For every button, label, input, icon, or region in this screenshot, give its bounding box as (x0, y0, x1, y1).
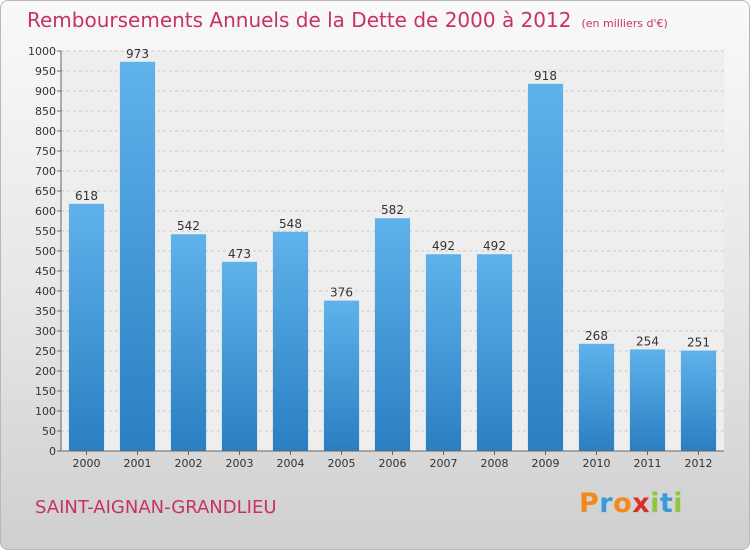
logo-letter: r (599, 488, 614, 519)
bar (272, 231, 309, 451)
y-tick-label: 750 (35, 145, 56, 158)
data-label: 618 (75, 189, 98, 203)
x-axis: 2000 2001 2002 2003 2004 2005 2006 2007 2008 2009… (61, 450, 724, 470)
logo-letter: i (650, 488, 660, 519)
proxiti-logo: Proxiti (579, 488, 683, 519)
data-label: 918 (534, 69, 557, 83)
bar (221, 261, 258, 451)
y-tick-label: 900 (35, 85, 56, 98)
x-tick-label: 2007 (430, 457, 458, 470)
y-tick-label: 300 (35, 325, 56, 338)
logo-letter: i (673, 488, 684, 519)
data-label: 492 (483, 239, 506, 253)
bar (119, 61, 156, 452)
x-tick-label: 2001 (124, 457, 152, 470)
bar (476, 254, 513, 451)
y-tick-label: 350 (35, 305, 56, 318)
y-tick-label: 850 (35, 105, 56, 118)
y-tick-label: 150 (35, 385, 56, 398)
bar (425, 254, 462, 451)
bar (527, 83, 564, 452)
data-label: 254 (636, 334, 659, 348)
y-tick-label: 400 (35, 285, 56, 298)
y-tick-label: 600 (35, 205, 56, 218)
chart-subtitle: (en milliers d'€) (581, 17, 668, 30)
bar (323, 300, 360, 451)
data-label: 548 (279, 217, 302, 231)
x-tick-label: 2000 (73, 457, 101, 470)
logo-letter: P (579, 488, 600, 519)
bars: 618 973 542 473 548 376 582 492 492 918 268 254 251 (68, 47, 717, 452)
x-tick-label: 2006 (379, 457, 407, 470)
y-tick-label: 1000 (28, 45, 56, 58)
y-tick-label: 250 (35, 345, 56, 358)
x-tick-label: 2005 (328, 457, 356, 470)
data-label: 973 (126, 47, 149, 61)
y-tick-label: 550 (35, 225, 56, 238)
data-label: 473 (228, 247, 251, 261)
y-tick-label: 0 (49, 445, 56, 458)
x-tick-label: 2010 (583, 457, 611, 470)
x-tick-label: 2008 (481, 457, 509, 470)
bar (170, 234, 207, 451)
bar (578, 343, 615, 451)
chart-title: Remboursements Annuels de la Dette de 20… (27, 8, 668, 32)
y-tick-label: 450 (35, 265, 56, 278)
commune-name: SAINT-AIGNAN-GRANDLIEU (35, 497, 277, 518)
bar (680, 350, 717, 451)
y-tick-label: 500 (35, 245, 56, 258)
data-label: 376 (330, 286, 353, 300)
x-tick-label: 2004 (277, 457, 305, 470)
x-tick-label: 2003 (226, 457, 254, 470)
logo-letter: o (613, 488, 633, 519)
bar (374, 218, 411, 451)
y-axis: 0 50 100 150 200 250 300 350 400 450 500 550 600 650 7… (28, 45, 62, 458)
y-tick-label: 950 (35, 65, 56, 78)
y-tick-label: 50 (42, 425, 56, 438)
logo-letter: t (659, 488, 674, 519)
x-tick-label: 2012 (685, 457, 713, 470)
y-tick-label: 650 (35, 185, 56, 198)
x-tick-label: 2002 (175, 457, 203, 470)
data-label: 492 (432, 239, 455, 253)
chart-title-text: Remboursements Annuels de la Dette de 20… (27, 8, 572, 32)
data-label: 542 (177, 219, 200, 233)
y-tick-label: 100 (35, 405, 56, 418)
data-label: 251 (687, 336, 710, 350)
x-tick-label: 2011 (634, 457, 662, 470)
y-tick-label: 700 (35, 165, 56, 178)
bar (629, 349, 666, 451)
bar (68, 203, 105, 451)
x-tick-label: 2009 (532, 457, 560, 470)
data-label: 582 (381, 203, 404, 217)
y-tick-label: 800 (35, 125, 56, 138)
data-label: 268 (585, 329, 608, 343)
logo-letter: x (632, 488, 651, 519)
y-tick-label: 200 (35, 365, 56, 378)
